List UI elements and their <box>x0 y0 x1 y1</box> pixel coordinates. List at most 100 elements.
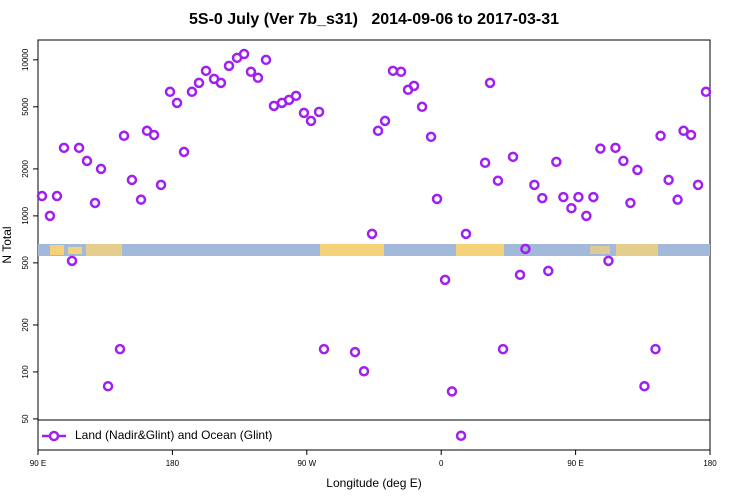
point <box>672 194 683 205</box>
x-tick-label: 180 <box>166 459 180 468</box>
point <box>193 77 205 89</box>
point <box>439 274 451 286</box>
point <box>349 346 361 358</box>
point <box>650 343 661 355</box>
point <box>537 192 548 204</box>
point <box>298 107 310 119</box>
point <box>610 142 621 154</box>
point <box>573 191 584 203</box>
point <box>625 197 636 209</box>
point <box>446 386 458 397</box>
y-tick-label: 100 <box>21 365 30 379</box>
point <box>685 129 697 141</box>
y-tick-label: 5000 <box>21 97 30 115</box>
point <box>543 265 554 277</box>
point <box>484 77 496 89</box>
point <box>51 190 63 202</box>
point <box>700 86 712 98</box>
point <box>366 228 378 240</box>
chart-title: 5S-0 July (Ver 7b_s31) 2014-09-06 to 201… <box>189 11 559 28</box>
point <box>238 48 250 60</box>
point <box>581 210 592 222</box>
map-strip <box>38 244 710 256</box>
point <box>44 210 56 222</box>
point <box>588 191 599 203</box>
point <box>313 106 325 118</box>
y-tick-label: 2000 <box>21 159 30 177</box>
x-tick-label: 180 <box>703 459 717 468</box>
point <box>372 125 384 137</box>
legend-marker <box>48 430 60 442</box>
point <box>268 100 280 112</box>
point <box>387 65 399 77</box>
point <box>529 179 540 191</box>
point <box>155 179 167 191</box>
point <box>655 130 666 142</box>
x-tick-label: 90 E <box>30 459 46 468</box>
point <box>171 97 183 109</box>
point <box>135 194 147 205</box>
point <box>551 156 562 168</box>
point <box>603 255 614 267</box>
point <box>215 77 227 89</box>
y-tick-label: 1000 <box>21 206 30 224</box>
point <box>408 80 420 92</box>
point <box>507 151 519 163</box>
point <box>520 243 531 255</box>
point <box>305 115 317 127</box>
point <box>290 90 302 102</box>
point <box>81 155 93 167</box>
point <box>514 269 526 281</box>
point <box>632 164 643 176</box>
point <box>118 130 130 142</box>
point <box>73 142 85 154</box>
point <box>114 343 126 355</box>
point <box>186 86 198 98</box>
point <box>678 125 689 137</box>
point <box>692 179 704 191</box>
point <box>618 155 629 167</box>
point <box>95 163 107 175</box>
point <box>663 174 674 186</box>
y-tick-label: 500 <box>21 256 30 270</box>
x-tick-label: 90 W <box>297 459 316 468</box>
point <box>416 101 428 113</box>
y-tick-label: 10000 <box>21 48 30 71</box>
point <box>260 54 272 66</box>
point <box>102 380 114 392</box>
point <box>639 380 650 392</box>
y-tick-label: 200 <box>21 318 30 332</box>
legend-label: Land (Nadir&Glint) and Ocean (Glint) <box>75 428 272 442</box>
point <box>223 60 235 72</box>
x-tick-label: 90 E <box>567 459 583 468</box>
point <box>245 66 257 78</box>
point <box>460 228 472 240</box>
point <box>89 197 101 209</box>
point <box>148 129 160 141</box>
point <box>455 430 467 441</box>
point <box>164 86 176 98</box>
point <box>492 175 504 186</box>
x-axis-label: Longitude (deg E) <box>326 476 421 490</box>
point <box>566 202 577 214</box>
y-axis-label: N Total <box>0 226 14 263</box>
point <box>318 343 330 355</box>
point <box>200 65 212 77</box>
point <box>497 343 509 355</box>
point <box>479 157 491 169</box>
point <box>395 66 407 78</box>
point <box>358 366 370 377</box>
point <box>595 143 606 154</box>
point <box>379 115 391 127</box>
point <box>66 255 78 267</box>
point <box>126 174 138 186</box>
point <box>425 131 437 143</box>
point <box>36 190 48 202</box>
point <box>252 72 264 84</box>
point <box>178 146 190 158</box>
point <box>58 142 70 154</box>
point <box>431 193 443 205</box>
x-tick-label: 0 <box>439 459 444 468</box>
point <box>558 191 569 203</box>
